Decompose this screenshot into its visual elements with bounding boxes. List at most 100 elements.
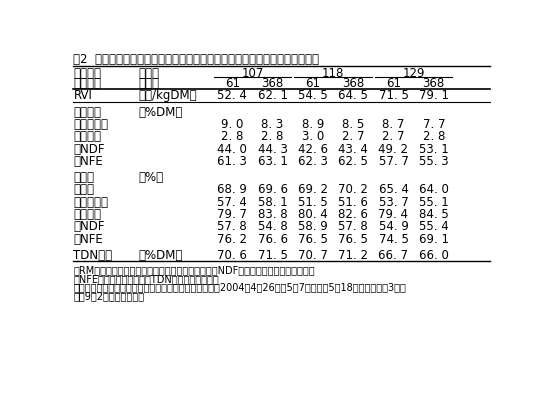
Text: 61: 61 <box>386 77 401 90</box>
Text: NDF: NDF <box>73 220 105 233</box>
Text: 粗蛋白質: 粗蛋白質 <box>73 118 108 131</box>
Text: 飼料成分: 飼料成分 <box>73 105 101 118</box>
Text: 9. 0: 9. 0 <box>221 118 244 131</box>
Text: 71. 5: 71. 5 <box>257 248 288 261</box>
Text: 79. 7: 79. 7 <box>217 207 248 221</box>
Text: RVI: RVI <box>73 89 92 102</box>
Text: 62. 3: 62. 3 <box>298 154 328 167</box>
Text: 107: 107 <box>241 67 263 80</box>
Text: 43. 4: 43. 4 <box>338 142 368 155</box>
Text: 粗脂肪: 粗脂肪 <box>73 130 101 143</box>
Text: 51. 6: 51. 6 <box>338 195 368 208</box>
Text: 83. 8: 83. 8 <box>258 207 288 221</box>
Text: 8. 7: 8. 7 <box>382 118 405 131</box>
Text: 2. 7: 2. 7 <box>382 130 405 143</box>
Text: 76. 5: 76. 5 <box>338 232 368 245</box>
Text: 3. 0: 3. 0 <box>302 130 324 143</box>
Text: 8. 3: 8. 3 <box>261 118 284 131</box>
Text: 62. 5: 62. 5 <box>338 154 368 167</box>
Text: 368: 368 <box>342 77 364 90</box>
Text: （日）: （日） <box>139 77 159 90</box>
Text: 2. 8: 2. 8 <box>261 130 284 143</box>
Text: 乾物: 乾物 <box>73 183 95 196</box>
Text: も9月2日に収穫した。: も9月2日に収穫した。 <box>73 290 145 300</box>
Text: NFE：可溶性無窒素物、TDN：可消化養分総量: NFE：可溶性無窒素物、TDN：可消化養分総量 <box>73 273 219 283</box>
Text: （%DM）: （%DM） <box>139 105 183 118</box>
Text: 57. 8: 57. 8 <box>217 220 247 233</box>
Text: 55. 4: 55. 4 <box>419 220 449 233</box>
Text: 2. 8: 2. 8 <box>221 130 244 143</box>
Text: 生育期間: 生育期間 <box>73 67 101 80</box>
Text: NDF: NDF <box>73 142 105 155</box>
Text: 80. 4: 80. 4 <box>298 207 328 221</box>
Text: 74. 5: 74. 5 <box>378 232 409 245</box>
Text: 粗蛋白質: 粗蛋白質 <box>73 195 108 208</box>
Text: 52. 4: 52. 4 <box>217 89 247 102</box>
Text: 54. 9: 54. 9 <box>378 220 409 233</box>
Text: 84. 5: 84. 5 <box>419 207 449 221</box>
Text: 42. 6: 42. 6 <box>298 142 328 155</box>
Text: 57. 4: 57. 4 <box>217 195 247 208</box>
Text: 7. 7: 7. 7 <box>422 118 445 131</box>
Text: 79. 4: 79. 4 <box>378 207 409 221</box>
Text: 8. 5: 8. 5 <box>342 118 364 131</box>
Text: （分/kgDM）: （分/kgDM） <box>139 89 197 102</box>
Text: 44. 0: 44. 0 <box>217 142 247 155</box>
Text: 70. 2: 70. 2 <box>338 183 368 196</box>
Text: 8. 9: 8. 9 <box>302 118 324 131</box>
Text: 57. 8: 57. 8 <box>338 220 368 233</box>
Text: 65. 4: 65. 4 <box>378 183 409 196</box>
Text: NFE: NFE <box>73 232 103 245</box>
Text: 64. 5: 64. 5 <box>338 89 368 102</box>
Text: 79. 1: 79. 1 <box>419 89 449 102</box>
Text: （%DM）: （%DM） <box>139 248 183 261</box>
Text: 71. 2: 71. 2 <box>338 248 368 261</box>
Text: 61: 61 <box>225 77 240 90</box>
Text: 82. 6: 82. 6 <box>338 207 368 221</box>
Text: 55. 1: 55. 1 <box>419 195 449 208</box>
Text: 64. 0: 64. 0 <box>419 183 449 196</box>
Text: 66. 7: 66. 7 <box>378 248 409 261</box>
Text: 61: 61 <box>305 77 320 90</box>
Text: 66. 0: 66. 0 <box>419 248 449 261</box>
Text: 粗脂肪: 粗脂肪 <box>73 207 101 221</box>
Text: NFE: NFE <box>73 154 103 167</box>
Text: 58. 1: 58. 1 <box>258 195 288 208</box>
Text: ＊栽培地は栃木県那須塩原市（畜産草地研究所内）で、2004年4月26日、5月7日および5月18日に播種し、3区と: ＊栽培地は栃木県那須塩原市（畜産草地研究所内）で、2004年4月26日、5月7日… <box>73 282 406 292</box>
Text: 54. 5: 54. 5 <box>298 89 328 102</box>
Text: 44. 3: 44. 3 <box>257 142 288 155</box>
Text: 68. 9: 68. 9 <box>217 183 247 196</box>
Text: （日）: （日） <box>139 67 159 80</box>
Text: 62. 1: 62. 1 <box>257 89 288 102</box>
Text: 49. 2: 49. 2 <box>378 142 409 155</box>
Text: 70. 6: 70. 6 <box>217 248 247 261</box>
Text: 69. 1: 69. 1 <box>419 232 449 245</box>
Text: ＊RM：粗飼料価指数（総咀嚼時間／乾物摂取量）、NDF：中性デタージェント繊維、: ＊RM：粗飼料価指数（総咀嚼時間／乾物摂取量）、NDF：中性デタージェント繊維、 <box>73 265 315 275</box>
Text: 58. 9: 58. 9 <box>298 220 328 233</box>
Text: 76. 6: 76. 6 <box>257 232 288 245</box>
Text: 71. 5: 71. 5 <box>378 89 409 102</box>
Text: 消化率: 消化率 <box>73 171 95 183</box>
Text: 表2  貯蔵期間が細断型ロールベールサイレージの飼料栄養価等に及ぼす影響: 表2 貯蔵期間が細断型ロールベールサイレージの飼料栄養価等に及ぼす影響 <box>73 52 320 66</box>
Text: 76. 2: 76. 2 <box>217 232 248 245</box>
Text: 53. 1: 53. 1 <box>419 142 449 155</box>
Text: 51. 5: 51. 5 <box>298 195 328 208</box>
Text: （%）: （%） <box>139 171 164 183</box>
Text: 118: 118 <box>322 67 344 80</box>
Text: 57. 7: 57. 7 <box>378 154 409 167</box>
Text: 55. 3: 55. 3 <box>419 154 449 167</box>
Text: 76. 5: 76. 5 <box>298 232 328 245</box>
Text: 54. 8: 54. 8 <box>258 220 288 233</box>
Text: 2. 8: 2. 8 <box>422 130 445 143</box>
Text: 61. 3: 61. 3 <box>217 154 247 167</box>
Text: 63. 1: 63. 1 <box>257 154 288 167</box>
Text: 69. 6: 69. 6 <box>257 183 288 196</box>
Text: 129: 129 <box>403 67 425 80</box>
Text: 368: 368 <box>261 77 284 90</box>
Text: 貯蔵期間: 貯蔵期間 <box>73 77 101 90</box>
Text: TDN含量: TDN含量 <box>73 248 113 261</box>
Text: 368: 368 <box>422 77 445 90</box>
Text: 70. 7: 70. 7 <box>298 248 328 261</box>
Text: 69. 2: 69. 2 <box>298 183 328 196</box>
Text: 53. 7: 53. 7 <box>378 195 408 208</box>
